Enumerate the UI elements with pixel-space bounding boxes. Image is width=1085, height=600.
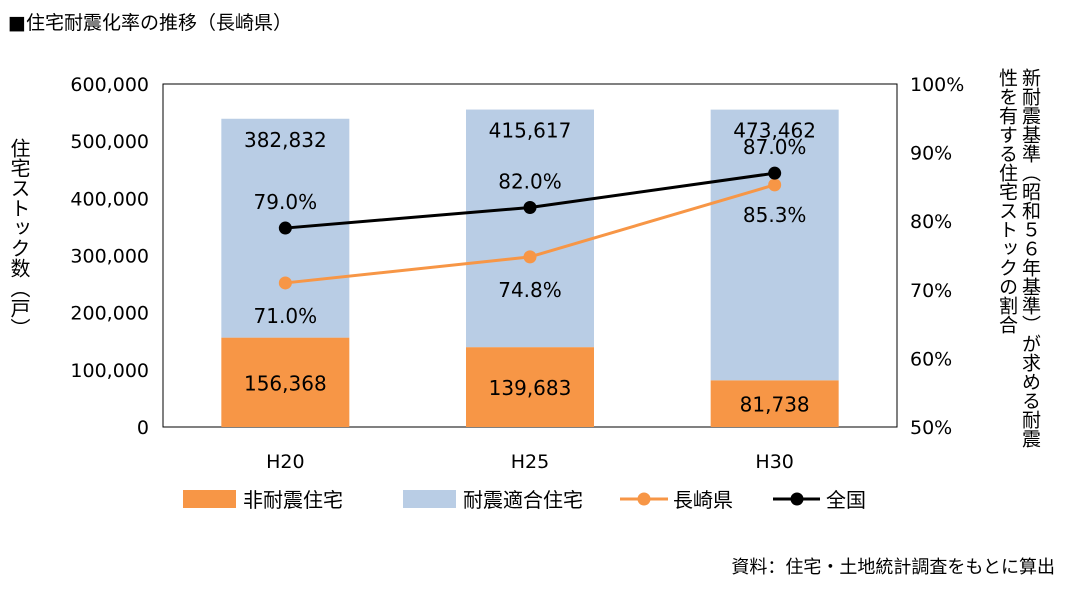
legend-label-non-resistant: 非耐震住宅	[243, 488, 343, 512]
y2-tick-label: 90%	[910, 143, 952, 165]
data-label-non-resistant: 139,683	[489, 376, 572, 400]
data-label-resistant: 473,462	[733, 119, 816, 143]
y-tick-label: 300,000	[70, 246, 149, 268]
data-label-non-resistant: 156,368	[244, 371, 327, 395]
right-axis-label-box: 新耐震基準（昭和５６年基準）が求める耐震性を有する住宅ストックの割合	[995, 68, 1065, 448]
x-tick-label: H20	[266, 451, 304, 473]
legend-label-nagasaki: 長崎県	[673, 488, 733, 512]
line-national-point	[523, 200, 537, 214]
left-axis-label-box: 住宅ストック数（戸）	[6, 138, 36, 338]
legend-label-national: 全国	[826, 488, 866, 512]
data-label-nagasaki: 74.8%	[498, 278, 562, 302]
line-nagasaki-point	[278, 276, 292, 290]
bar-non-resistant	[466, 347, 594, 427]
bar-resistant	[710, 109, 839, 381]
y2-tick-label: 70%	[910, 280, 952, 302]
x-tick-label: H25	[511, 451, 549, 473]
line-nagasaki-point	[523, 250, 537, 264]
legend-swatch-non-resistant	[183, 490, 236, 508]
right-axis-label: 新耐震基準（昭和５６年基準）が求める耐震性を有する住宅ストックの割合	[996, 68, 1041, 448]
y2-tick-label: 80%	[910, 211, 952, 233]
data-label-nagasaki: 85.3%	[743, 203, 807, 227]
source-note: 資料：住宅・土地統計調査をもとに算出	[731, 557, 1055, 578]
line-nagasaki-point	[768, 178, 782, 192]
bar-resistant	[466, 109, 594, 348]
data-label-nagasaki: 71.0%	[254, 304, 318, 328]
legend-marker-national	[790, 492, 804, 506]
y2-tick-label: 100%	[910, 74, 964, 96]
data-label-national: 82.0%	[498, 169, 562, 193]
chart-title: ■住宅耐震化率の推移（長崎県）	[8, 12, 292, 34]
x-tick-label: H30	[755, 451, 793, 473]
data-label-resistant: 415,617	[489, 119, 572, 143]
data-label-national: 79.0%	[254, 190, 318, 214]
y2-tick-label: 60%	[910, 348, 952, 370]
data-label-non-resistant: 81,738	[740, 393, 810, 417]
y-tick-label: 0	[137, 417, 149, 439]
bar-non-resistant	[710, 380, 839, 427]
y-tick-label: 500,000	[70, 131, 149, 153]
legend-swatch-resistant	[403, 490, 456, 508]
line-national-point	[768, 166, 782, 180]
data-label-national: 87.0%	[743, 135, 807, 159]
line-national-point	[278, 221, 292, 235]
y-tick-label: 200,000	[70, 303, 149, 325]
data-label-resistant: 382,832	[244, 128, 327, 152]
legend-marker-nagasaki	[637, 492, 651, 506]
left-axis-label: 住宅ストック数（戸）	[7, 138, 31, 338]
y-tick-label: 100,000	[70, 360, 149, 382]
y-tick-label: 600,000	[70, 74, 149, 96]
bar-non-resistant	[221, 337, 350, 427]
y-tick-label: 400,000	[70, 188, 149, 210]
legend-label-resistant: 耐震適合住宅	[463, 488, 583, 512]
y2-tick-label: 50%	[910, 417, 952, 439]
